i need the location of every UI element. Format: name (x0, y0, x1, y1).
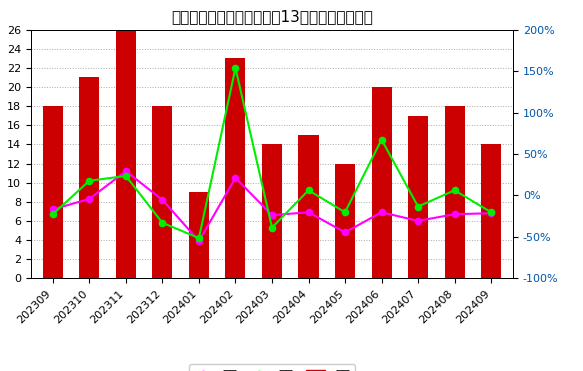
环比 (487, 210, 494, 214)
环比 (232, 66, 239, 70)
同比 (122, 169, 129, 173)
Bar (152, 106, 173, 278)
Bar (298, 135, 318, 278)
同比 (415, 219, 422, 223)
环比 (195, 236, 202, 240)
环比 (269, 225, 276, 230)
环比 (86, 178, 93, 183)
同比 (487, 211, 494, 216)
Bar (481, 144, 501, 278)
Bar (262, 144, 282, 278)
同比 (378, 210, 385, 214)
Title: 中国白刚玉在产生产商过去13个月库存去化天数: 中国白刚玉在产生产商过去13个月库存去化天数 (171, 9, 373, 24)
Line: 同比: 同比 (50, 168, 494, 244)
Bar (335, 164, 355, 278)
环比 (50, 212, 57, 216)
同比 (232, 175, 239, 180)
环比 (342, 210, 349, 214)
同比 (269, 213, 276, 217)
同比 (50, 207, 57, 211)
Bar (445, 106, 465, 278)
Bar (226, 58, 245, 278)
同比 (195, 239, 202, 243)
Line: 环比: 环比 (50, 65, 494, 241)
同比 (305, 210, 312, 214)
环比 (122, 174, 129, 178)
环比 (305, 188, 312, 193)
同比 (342, 230, 349, 234)
Bar (116, 30, 136, 278)
同比 (451, 212, 458, 216)
Bar (189, 192, 209, 278)
Bar (408, 116, 428, 278)
同比 (86, 197, 93, 201)
Bar (371, 87, 392, 278)
环比 (451, 188, 458, 193)
Legend: 同比, 环比, 天数: 同比, 环比, 天数 (189, 364, 355, 371)
Bar (43, 106, 63, 278)
环比 (159, 221, 166, 225)
环比 (378, 137, 385, 142)
环比 (415, 204, 422, 209)
Bar (79, 78, 99, 278)
同比 (159, 198, 166, 202)
